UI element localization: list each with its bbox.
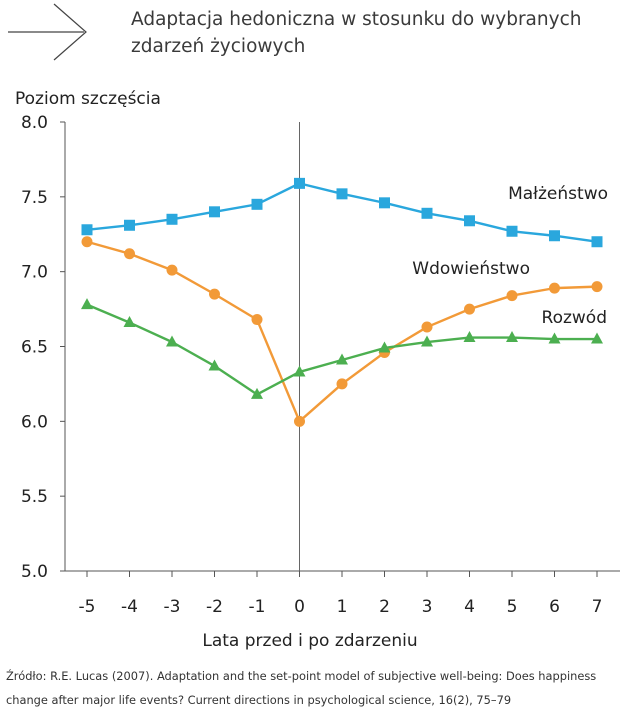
data-point <box>293 365 306 377</box>
data-point <box>336 188 348 200</box>
data-point <box>421 335 433 347</box>
data-point <box>166 213 178 225</box>
data-point <box>421 207 433 219</box>
x-tick-label: -1 <box>249 597 266 617</box>
arrow-icon <box>8 3 87 61</box>
data-point <box>549 282 560 294</box>
data-point <box>294 415 305 427</box>
chart-title: Adaptacja hedoniczna w stosunku do wybra… <box>131 9 582 57</box>
data-point <box>294 177 305 189</box>
data-point <box>209 206 220 218</box>
data-point <box>251 198 263 210</box>
data-point <box>81 298 93 310</box>
data-point <box>506 225 518 237</box>
data-point <box>463 331 476 343</box>
x-tick-label: -4 <box>121 597 138 617</box>
data-point <box>123 316 136 328</box>
x-tick-label: 3 <box>422 597 433 617</box>
y-tick-label: 5.0 <box>21 562 48 582</box>
x-tick-label: -3 <box>164 597 181 617</box>
data-point <box>209 288 220 300</box>
data-point <box>251 387 263 399</box>
data-point <box>464 303 475 315</box>
data-point <box>208 359 221 371</box>
data-point <box>81 236 93 248</box>
y-axis-label: Poziom szczęścia <box>15 89 161 109</box>
x-axis-label: Lata przed i po zdarzeniu <box>202 631 417 651</box>
y-tick-label: 7.0 <box>21 263 48 283</box>
data-point <box>506 290 518 302</box>
data-point <box>166 335 178 347</box>
data-point <box>379 197 390 209</box>
y-tick-label: 8.0 <box>21 113 48 133</box>
x-tick-label: -2 <box>206 597 223 617</box>
data-point <box>166 264 178 276</box>
data-point <box>378 341 391 353</box>
x-tick-label: 4 <box>464 597 475 617</box>
data-point <box>251 314 263 326</box>
x-tick-label: 0 <box>294 597 305 617</box>
data-point <box>421 321 433 333</box>
data-point <box>591 281 603 293</box>
data-point <box>124 219 135 231</box>
data-point <box>464 215 475 227</box>
line-chart: 5.0 5.5 6.0 6.5 7.0 7.5 8.0 -5 -4 -3 -2 -1 0 1 2 3 4 5 6 7 P… <box>15 89 620 651</box>
y-tick-label: 7.5 <box>21 188 48 208</box>
data-point <box>591 332 603 344</box>
y-tick-label: 5.5 <box>21 487 48 507</box>
data-point <box>336 353 348 365</box>
x-tick-label: 5 <box>507 597 518 617</box>
data-point <box>124 248 135 260</box>
series-label: Rozwód <box>542 308 607 328</box>
series-label: Wdowieństwo <box>412 259 530 279</box>
data-point <box>591 236 603 248</box>
x-tick-label: 1 <box>337 597 348 617</box>
data-point <box>506 331 518 343</box>
x-tick-label: 2 <box>379 597 390 617</box>
data-point <box>548 332 561 344</box>
x-tick-label: -5 <box>79 597 96 617</box>
x-tick-label: 7 <box>592 597 603 617</box>
x-tick-label: 6 <box>549 597 560 617</box>
series-label: Małżeństwo <box>508 184 608 204</box>
source-note: Źródło: R.E. Lucas (2007). Adaptation an… <box>6 669 597 707</box>
data-point <box>81 224 93 236</box>
data-point <box>336 378 348 390</box>
data-point <box>549 230 560 242</box>
y-tick-label: 6.5 <box>21 338 48 358</box>
y-tick-label: 6.0 <box>21 412 48 432</box>
